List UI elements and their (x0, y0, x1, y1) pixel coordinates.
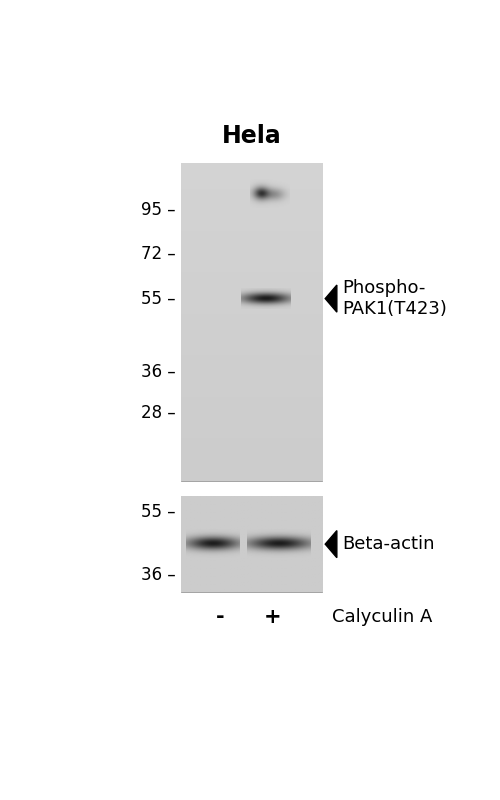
Text: 95 –: 95 – (141, 201, 176, 218)
Text: 36 –: 36 – (141, 566, 176, 584)
Text: +: + (264, 606, 281, 626)
Bar (180, 496, 322, 592)
Text: 55 –: 55 – (141, 502, 176, 521)
Polygon shape (325, 530, 337, 558)
Text: 72 –: 72 – (141, 245, 176, 263)
Text: -: - (216, 606, 225, 626)
Text: Calyculin A: Calyculin A (332, 607, 432, 626)
Text: Beta-actin: Beta-actin (342, 535, 435, 553)
Polygon shape (325, 285, 337, 312)
Bar (180, 164, 322, 481)
Text: 36 –: 36 – (141, 362, 176, 381)
Text: Phospho-
PAK1(T423): Phospho- PAK1(T423) (342, 279, 448, 318)
Text: Hela: Hela (222, 124, 282, 148)
Text: 28 –: 28 – (141, 404, 176, 422)
Text: 55 –: 55 – (141, 290, 176, 307)
